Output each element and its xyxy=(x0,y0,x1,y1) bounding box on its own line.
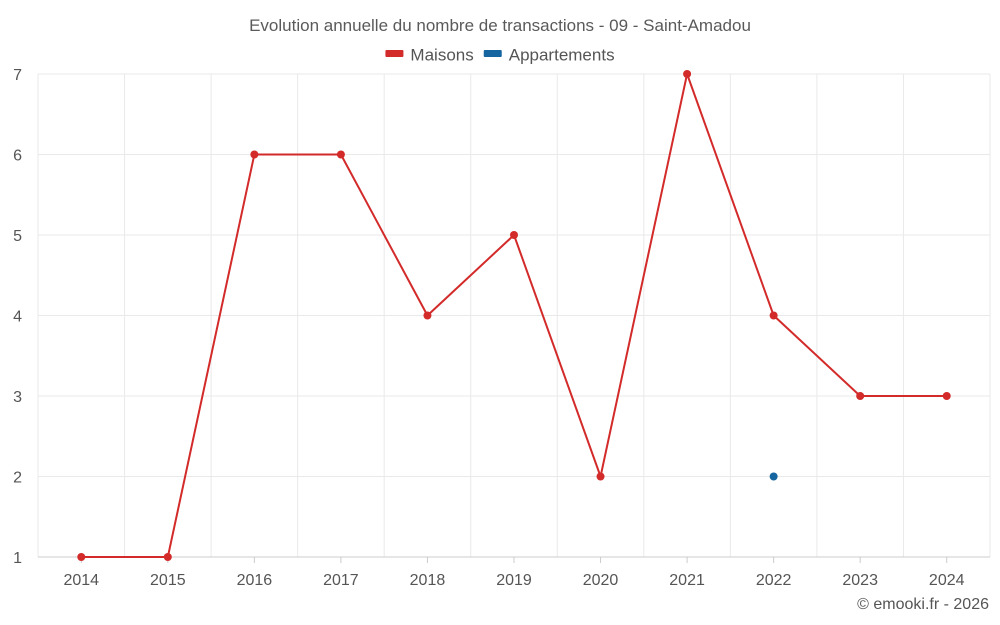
chart-legend: Maisons Appartements xyxy=(385,45,615,64)
data-point-maisons xyxy=(683,70,692,78)
legend-swatch-appartements xyxy=(483,50,502,57)
data-point-maisons xyxy=(250,150,259,159)
data-point-maisons xyxy=(769,311,778,320)
data-point-maisons xyxy=(336,150,345,159)
x-tick-label: 2023 xyxy=(842,572,878,589)
y-tick-label: 2 xyxy=(13,470,22,487)
x-tick-label: 2019 xyxy=(496,572,532,589)
legend-swatch-maisons xyxy=(385,50,404,57)
x-tick-label: 2024 xyxy=(929,572,965,589)
data-point-appartements xyxy=(769,472,778,481)
x-tick-label: 2020 xyxy=(583,572,619,589)
legend-item-maisons: Maisons xyxy=(385,45,474,64)
series xyxy=(77,70,951,561)
axes: 1 2 3 4 5 6 7 2014 2015 2016 2017 2018 2019 2020 2021 2… xyxy=(13,67,990,589)
y-tick-label: 5 xyxy=(13,228,22,245)
y-tick-label: 6 xyxy=(13,148,22,165)
legend-label-appartements: Appartements xyxy=(509,45,615,64)
x-tick-label: 2015 xyxy=(150,572,186,589)
x-tick-label: 2021 xyxy=(669,572,705,589)
data-point-maisons xyxy=(596,472,605,481)
y-tick-label: 7 xyxy=(13,67,22,84)
legend-item-appartements: Appartements xyxy=(483,45,615,64)
data-point-maisons xyxy=(856,392,865,400)
data-point-maisons xyxy=(423,311,432,320)
y-tick-label: 3 xyxy=(13,389,22,406)
x-tick-label: 2018 xyxy=(410,572,446,589)
legend-label-maisons: Maisons xyxy=(410,45,473,64)
x-tick-label: 2022 xyxy=(756,572,792,589)
y-tick-label: 1 xyxy=(13,550,22,567)
credit-text: © emooki.fr - 2026 xyxy=(857,596,989,613)
data-point-maisons xyxy=(77,553,86,561)
data-point-maisons xyxy=(510,231,518,239)
data-point-maisons xyxy=(163,553,172,561)
y-tick-label: 4 xyxy=(13,309,22,326)
x-tick-label: 2017 xyxy=(323,572,359,589)
x-tick-label: 2014 xyxy=(63,572,99,589)
data-point-maisons xyxy=(942,392,951,400)
chart-title: Evolution annuelle du nombre de transact… xyxy=(249,16,751,35)
grid xyxy=(37,73,991,557)
x-tick-label: 2016 xyxy=(237,572,273,589)
